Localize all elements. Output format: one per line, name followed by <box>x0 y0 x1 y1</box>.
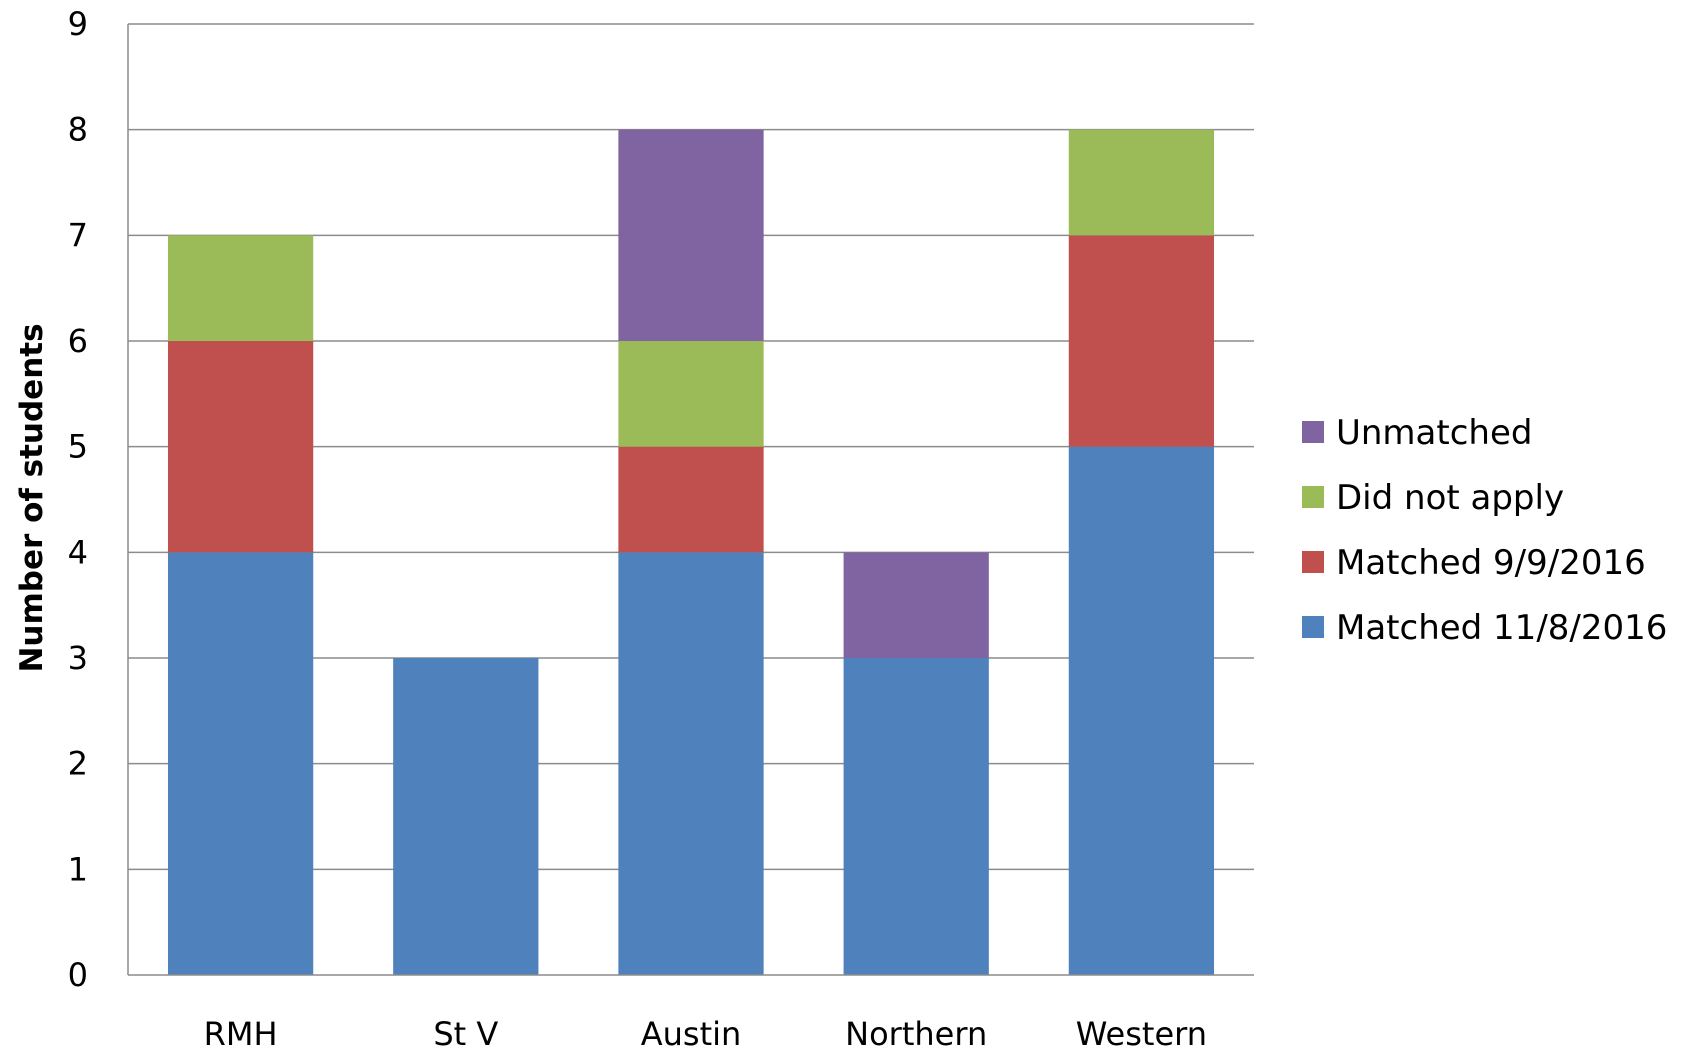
bar-northern-series-3 <box>843 552 989 658</box>
x-category-label-northern: Northern <box>845 1015 987 1052</box>
x-category-label-western: Western <box>1076 1015 1207 1052</box>
bar-austin-series-2 <box>618 341 764 447</box>
y-tick-label-1: 1 <box>68 850 88 888</box>
y-axis-title: Number of students <box>14 323 50 672</box>
legend-label-1: Did not apply <box>1336 478 1564 518</box>
axes <box>127 24 1254 976</box>
x-category-label-st-v: St V <box>433 1015 498 1052</box>
x-category-labels: RMH St V Austin Northern Western <box>204 1015 1207 1053</box>
y-tick-label-8: 8 <box>68 111 88 149</box>
legend-swatch-1 <box>1302 486 1324 508</box>
y-tick-label-2: 2 <box>68 745 88 783</box>
bar-rmh-series-2 <box>167 235 314 341</box>
x-category-label-austin: Austin <box>641 1015 742 1052</box>
bar-austin-series-3 <box>618 129 764 341</box>
legend-swatch-2 <box>1302 551 1324 573</box>
legend-swatch-3 <box>1302 616 1324 638</box>
x-category-label-rmh: RMH <box>204 1015 278 1052</box>
y-tick-labels: 0 1 2 3 4 5 6 7 8 9 <box>68 5 88 994</box>
bar-rmh-series-0 <box>167 552 314 975</box>
y-tick-label-0: 0 <box>68 956 88 994</box>
legend-swatch-0 <box>1302 421 1324 443</box>
bar-northern-series-0 <box>843 658 989 975</box>
bar-austin-series-1 <box>618 446 764 553</box>
y-tick-label-4: 4 <box>68 533 88 571</box>
bar-western-series-2 <box>1068 129 1215 236</box>
bar-western-series-1 <box>1068 235 1215 447</box>
legend-label-2: Matched 9/9/2016 <box>1336 543 1646 583</box>
bar-st-v-series-0 <box>393 658 539 975</box>
bar-rmh-series-1 <box>167 341 314 553</box>
y-tick-label-6: 6 <box>68 322 88 360</box>
bar-western-series-0 <box>1068 446 1215 976</box>
y-tick-label-9: 9 <box>68 5 88 43</box>
bars <box>167 129 1215 976</box>
y-tick-label-3: 3 <box>68 639 88 677</box>
bar-austin-series-0 <box>618 552 764 975</box>
y-tick-label-5: 5 <box>68 428 88 466</box>
y-tick-label-7: 7 <box>68 216 88 254</box>
legend: Unmatched Did not apply Matched 9/9/2016 Ma… <box>1302 413 1667 648</box>
legend-label-3: Matched 11/8/2016 <box>1336 608 1667 648</box>
legend-label-0: Unmatched <box>1336 413 1532 453</box>
